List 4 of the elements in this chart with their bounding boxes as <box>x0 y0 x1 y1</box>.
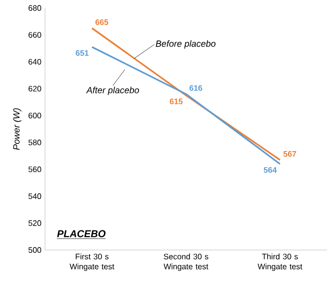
y-axis-title: Power (W) <box>12 108 22 150</box>
text: Before placebo <box>156 40 216 49</box>
series-label: After placebo <box>86 86 140 96</box>
annotation: PLACEBO <box>57 230 106 238</box>
